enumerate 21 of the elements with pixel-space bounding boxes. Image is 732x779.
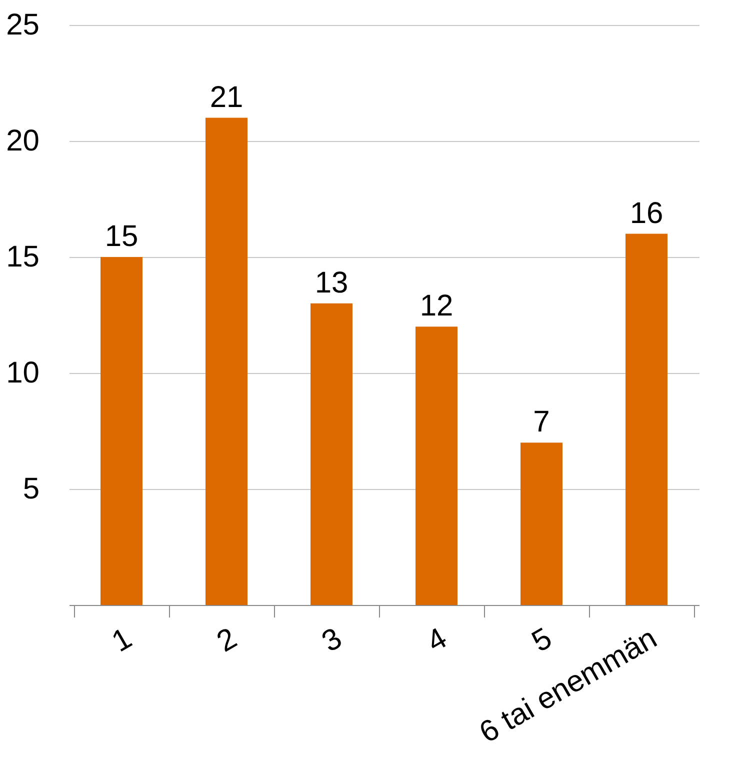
bar — [100, 257, 142, 605]
data-label: 7 — [533, 406, 550, 439]
x-tick-label: 3 — [316, 622, 348, 659]
x-tick-label: 1 — [106, 622, 138, 659]
bar — [206, 118, 248, 605]
data-label: 15 — [104, 220, 138, 253]
x-tick-label: 4 — [422, 622, 452, 659]
y-tick-label: 20 — [6, 124, 40, 158]
bar — [416, 326, 458, 605]
bar — [520, 442, 562, 605]
data-label: 13 — [314, 266, 348, 300]
y-tick-label: 25 — [6, 8, 40, 42]
bar — [310, 303, 352, 605]
bar — [626, 234, 668, 605]
y-tick-label: 15 — [6, 240, 40, 274]
data-label: 21 — [210, 80, 244, 114]
data-label: 12 — [420, 290, 454, 323]
y-tick-label: 5 — [22, 472, 40, 506]
x-tick-label: 2 — [212, 622, 242, 659]
y-tick-label: 10 — [6, 356, 40, 390]
data-label: 16 — [630, 196, 664, 230]
